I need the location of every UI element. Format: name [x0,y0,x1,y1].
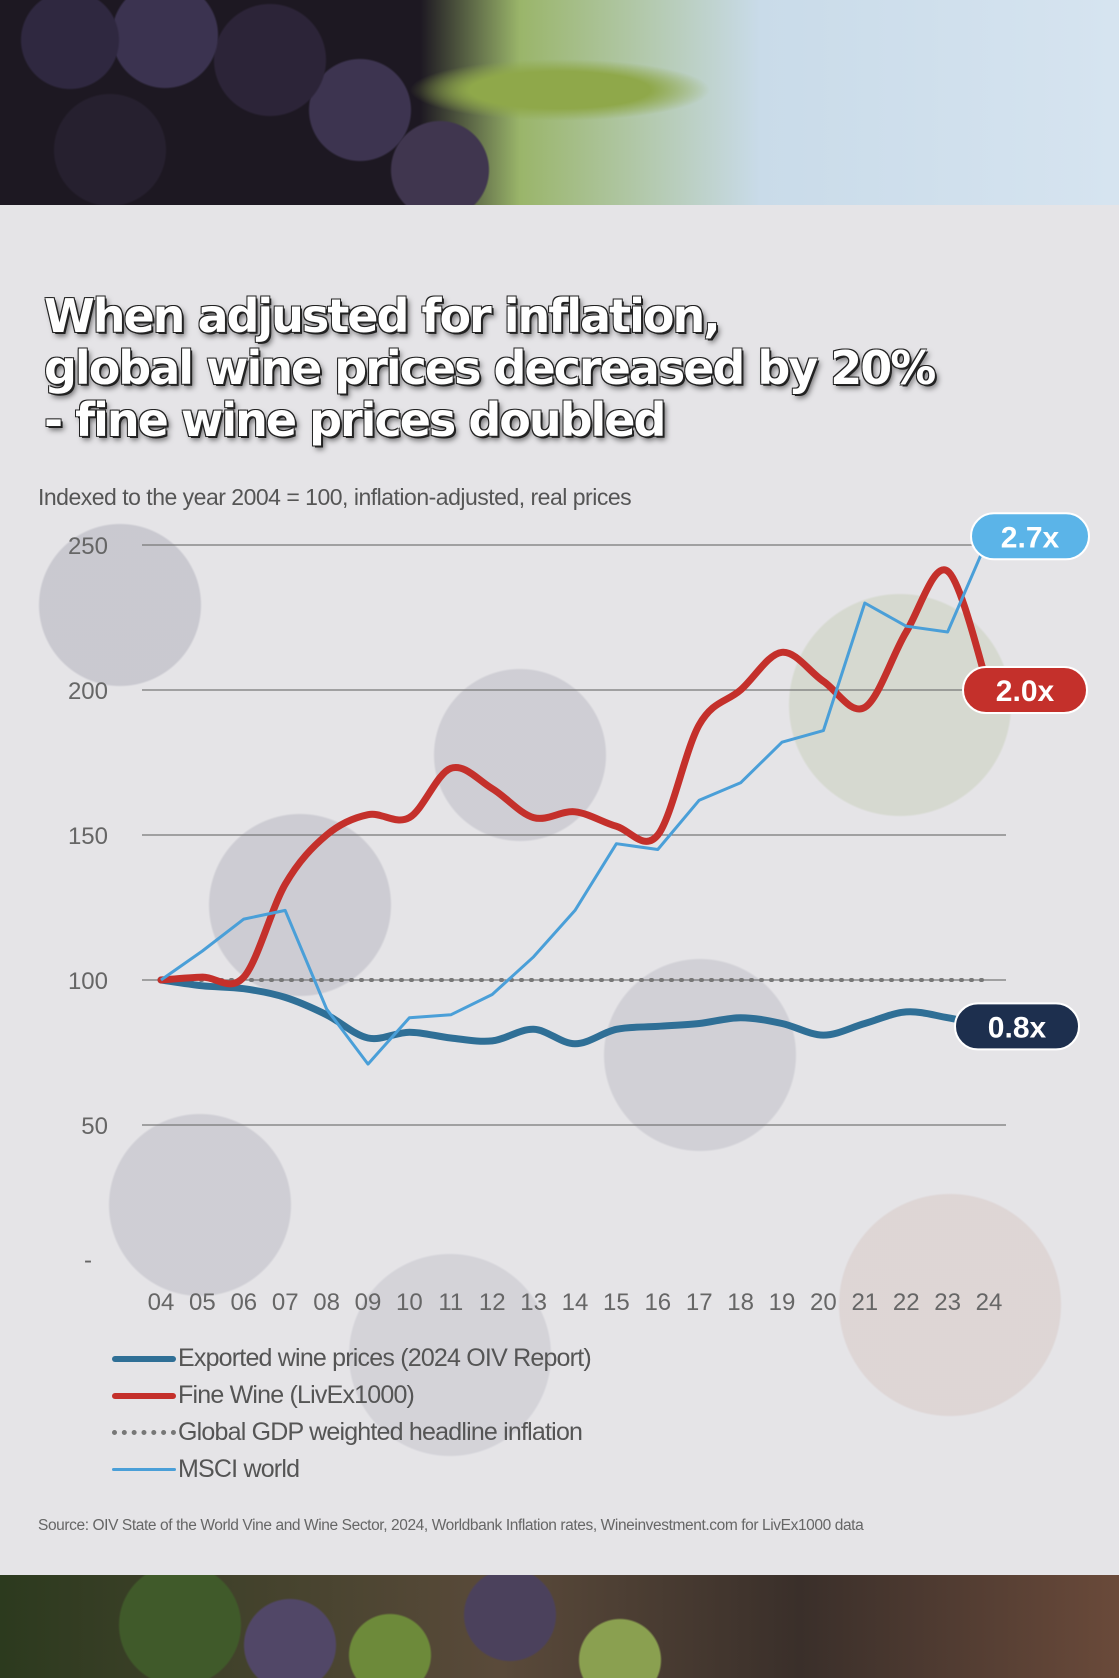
end-label-exported: 0.8x [988,1011,1047,1044]
grapes-photo-top [0,0,1119,205]
chart-title: When adjusted for inflation, global wine… [44,290,1084,446]
legend-label-exported: Exported wine prices (2024 OIV Report) [178,1344,592,1372]
x-tick-label: 17 [686,1289,713,1316]
x-tick-label: 13 [520,1289,547,1316]
x-tick-label: 19 [769,1289,796,1316]
end-label-fine-wine: 2.0x [996,675,1055,708]
legend-item: Global GDP weighted headline inflation [112,1414,591,1451]
x-tick-label: 05 [189,1289,216,1316]
legend-item: Fine Wine (LivEx1000) [112,1377,591,1414]
series-msci-world [160,535,991,1066]
x-tick-label: 12 [479,1289,506,1316]
legend-label-msci: MSCI world [178,1455,300,1483]
legend-swatch-msci [112,1468,176,1471]
legend-swatch-exported [112,1355,176,1362]
y-tick-label: 150 [68,823,108,850]
end-label-exported-pill [954,1002,1080,1051]
title-line-2: global wine prices decreased by 20% [44,341,936,395]
x-tick-label: 14 [562,1289,589,1316]
x-tick-label: 16 [644,1289,671,1316]
y-tick-label: 100 [68,968,108,995]
x-tick-label: 20 [810,1289,837,1316]
x-tick-label: 09 [355,1289,382,1316]
y-tick-label: 250 [68,533,108,560]
end-label-msci-pill [970,512,1090,561]
series-fine-wine [157,566,993,988]
x-tick-label: 18 [727,1289,754,1316]
chart-subtitle: Indexed to the year 2004 = 100, inflatio… [38,484,632,510]
title-line-3: - fine wine prices doubled [44,393,666,447]
source-note: Source: OIV State of the World Vine and … [38,1517,864,1534]
chart-panel [0,205,1119,1575]
x-tick-label: 11 [438,1289,463,1316]
y-tick-label: - [84,1247,92,1274]
x-tick-label: 08 [313,1289,340,1316]
series-exported-wine [157,976,993,1048]
x-tick-label: 06 [230,1289,257,1316]
end-label-fine-wine-pill [962,666,1088,714]
x-tick-label: 22 [893,1289,920,1316]
x-tick-label: 21 [851,1289,878,1316]
grapes-photo-bottom [0,1575,1119,1678]
legend-label-fine-wine: Fine Wine (LivEx1000) [178,1381,415,1409]
legend-item: Exported wine prices (2024 OIV Report) [112,1340,592,1377]
legend-swatch-inflation [112,1430,176,1435]
x-tick-label: 15 [603,1289,630,1316]
y-tick-label: 200 [68,678,108,705]
legend-swatch-fine-wine [112,1392,176,1399]
x-tick-label: 24 [976,1289,1003,1316]
legend-item: MSCI world [112,1451,591,1488]
x-tick-label: 10 [396,1289,423,1316]
end-label-msci: 2.7x [1001,521,1060,554]
y-tick-label: 50 [81,1113,108,1140]
x-tick-label: 07 [272,1289,299,1316]
title-line-1: When adjusted for inflation, [44,289,721,343]
x-tick-label: 23 [934,1289,961,1316]
chart-legend: Exported wine prices (2024 OIV Report) F… [112,1340,592,1488]
x-tick-label: 04 [148,1289,175,1316]
legend-label-inflation: Global GDP weighted headline inflation [178,1418,583,1446]
